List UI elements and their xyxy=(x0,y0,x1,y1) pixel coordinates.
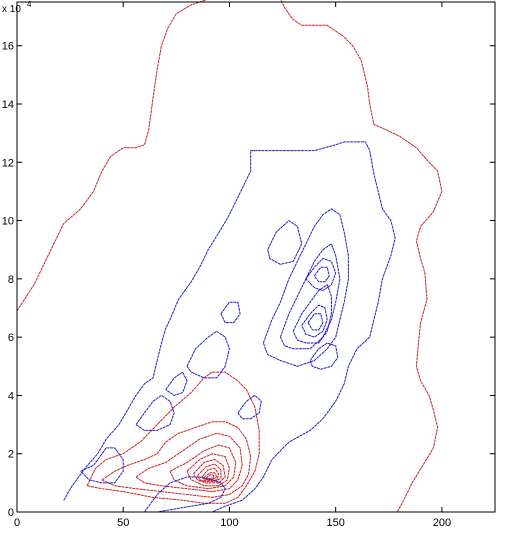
contour-line-s1-3 xyxy=(135,394,175,431)
contour-line-s0-3 xyxy=(135,432,243,493)
x-tick-label-1: 50 xyxy=(117,517,129,529)
contour-line-s1-6 xyxy=(279,243,341,350)
y-tick-label-4: 8 xyxy=(8,274,14,286)
contour-line-s1-12 xyxy=(309,342,339,370)
contours-layer xyxy=(16,0,443,513)
contour-line-s1-15 xyxy=(237,394,262,420)
contour-line-s1-4 xyxy=(186,330,230,379)
contour-line-s0-2 xyxy=(101,421,252,498)
contour-line-s1-8 xyxy=(301,304,328,338)
y-tick-label-1: 2 xyxy=(8,449,14,461)
contour-line-s0-9 xyxy=(203,472,218,480)
y-tick-label-5: 10 xyxy=(2,216,14,228)
ticks-layer: 0 50 100 150 200 0 2 4 6 8 10 12 14 16 xyxy=(2,2,495,529)
contour-line-s1-1 xyxy=(144,476,226,513)
contour-line-s1-5 xyxy=(262,208,349,367)
contour-line-s1-0 xyxy=(63,141,396,513)
contour-line-s0-8 xyxy=(201,467,220,482)
contour-line-s1-13 xyxy=(267,219,303,265)
plot-area xyxy=(16,1,496,513)
y-exponent-power: 4 xyxy=(27,0,32,9)
contour-line-s0-7 xyxy=(197,463,222,482)
x-tick-label-3: 150 xyxy=(326,517,344,529)
contour-line-s0-6 xyxy=(192,458,226,484)
y-exponent-label: x 10 xyxy=(2,4,21,15)
y-tick-label-8: 16 xyxy=(2,41,14,53)
contour-line-s1-10 xyxy=(305,257,337,292)
y-tick-label-3: 6 xyxy=(8,332,14,344)
contour-line-s1-16 xyxy=(220,301,241,324)
contour-line-s0-0 xyxy=(16,0,443,513)
contour-line-s1-2 xyxy=(80,447,124,484)
y-tick-label-2: 4 xyxy=(8,390,14,402)
contour-line-s0-4 xyxy=(169,444,237,490)
contour-line-s1-11 xyxy=(313,266,330,283)
contour-line-s1-9 xyxy=(307,313,324,331)
contour-line-s1-14 xyxy=(165,371,188,396)
x-tick-label-4: 200 xyxy=(433,517,451,529)
contour-line-s1-7 xyxy=(292,283,332,344)
contour-line-s0-1 xyxy=(86,371,260,504)
y-tick-label-7: 14 xyxy=(2,99,14,111)
x-tick-label-2: 100 xyxy=(220,517,238,529)
contour-line-s0-5 xyxy=(186,453,230,487)
y-tick-label-0: 0 xyxy=(8,507,14,519)
x-tick-label-0: 0 xyxy=(14,517,20,529)
y-tick-label-6: 12 xyxy=(2,157,14,169)
